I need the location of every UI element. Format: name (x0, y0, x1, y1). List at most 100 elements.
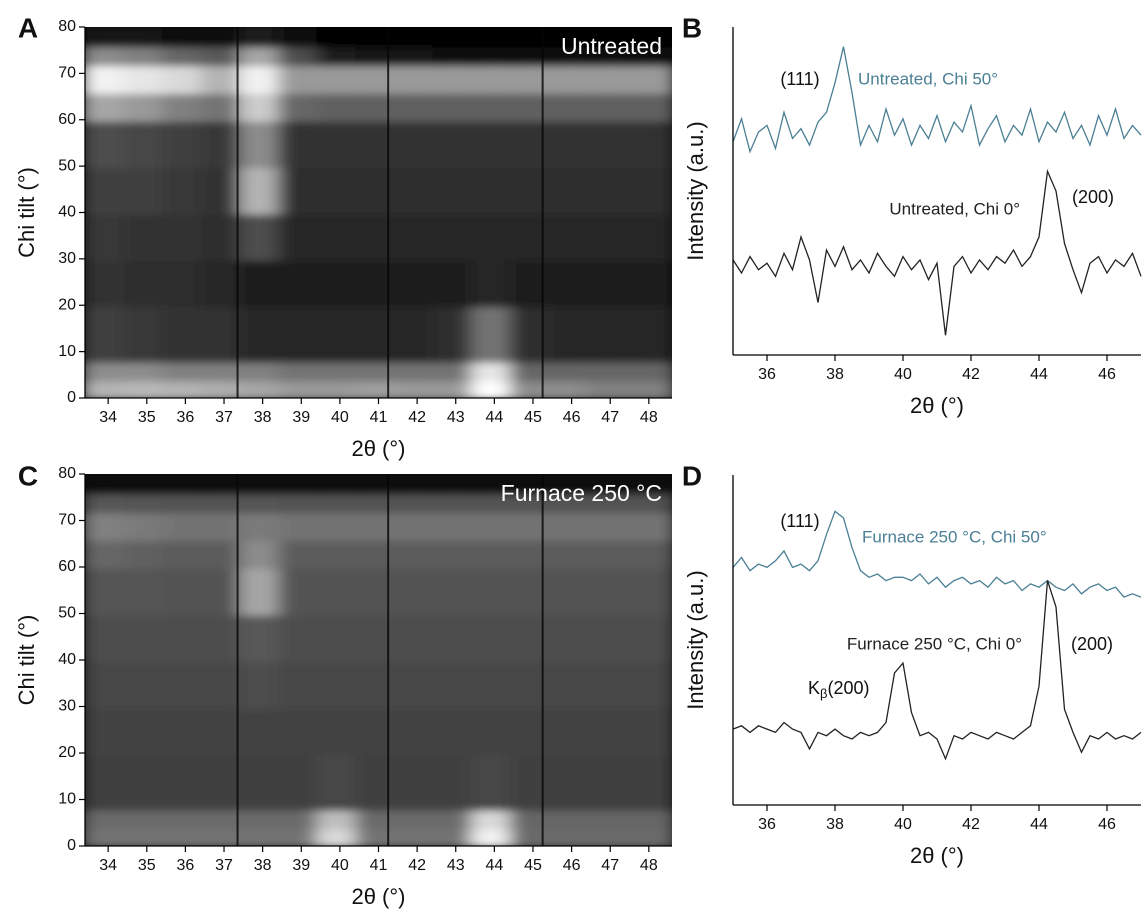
heatmap-cell (509, 490, 557, 514)
heatmap-cell (625, 751, 672, 811)
heatmap-cell (509, 806, 557, 830)
annotation-subscript: β (820, 686, 827, 701)
x-tick-label: 41 (370, 409, 388, 426)
heatmap-cell (200, 27, 248, 48)
heatmap-cell (123, 825, 171, 846)
heatmap-cell (277, 377, 325, 398)
heatmap-cell (200, 474, 248, 495)
x-tick-label: 36 (177, 409, 195, 426)
heatmap-cell (509, 43, 557, 67)
heatmap-cell (277, 474, 325, 495)
y-tick-label: 40 (58, 651, 76, 668)
x-tick-label: 37 (215, 409, 233, 426)
panel-title: Furnace 250 °C (501, 480, 662, 506)
x-tick-label: 43 (447, 409, 465, 426)
x-axis-label: 2θ (°) (351, 884, 405, 909)
heatmap-cell (277, 806, 325, 830)
heatmap-cell (316, 825, 364, 846)
x-tick-label: 44 (485, 409, 503, 426)
series-line (732, 168, 1142, 336)
heatmap-cell (625, 89, 672, 122)
heatmap-cell (548, 825, 595, 846)
series-label: Untreated, Chi 0° (889, 199, 1020, 218)
y-tick-label: 80 (58, 465, 76, 482)
x-tick-label: 40 (331, 857, 349, 874)
x-tick-label: 47 (601, 857, 619, 874)
heatmap-cell (239, 358, 286, 382)
annotation: (111) (780, 511, 819, 531)
heatmap-cell (355, 27, 402, 48)
y-axis-label: Intensity (a.u.) (683, 121, 708, 260)
heatmap-cell (239, 474, 286, 495)
x-tick-label: 40 (894, 366, 912, 383)
heatmap-cell (85, 474, 132, 495)
heatmap-cell (200, 806, 248, 830)
heatmap-cell (625, 377, 672, 398)
x-tick-label: 40 (331, 409, 349, 426)
x-tick-label: 36 (758, 366, 776, 383)
heatmap-cell (586, 43, 634, 67)
heatmap-cell (432, 358, 480, 382)
annotation: (200) (1072, 187, 1114, 207)
heatmap-cell (509, 377, 557, 398)
x-tick-label: 40 (894, 816, 912, 833)
heatmap-cell (316, 27, 364, 48)
heatmap-cell (123, 358, 171, 382)
heatmap-cell (625, 117, 672, 169)
y-tick-label: 20 (58, 744, 76, 761)
heatmap-cell (586, 27, 634, 48)
heatmap-cell (548, 377, 595, 398)
heatmap-cell (548, 490, 595, 514)
heatmap-cell (432, 43, 480, 67)
x-axis-label: 2θ (°) (910, 393, 964, 418)
heatmap-cell (625, 565, 672, 616)
heatmap-cell (239, 490, 286, 514)
heatmap-cell (162, 474, 209, 495)
x-tick-label: 35 (138, 409, 156, 426)
heatmap-cell (586, 806, 634, 830)
x-tick-label: 42 (408, 409, 426, 426)
y-tick-label: 0 (67, 389, 76, 406)
heatmap-cell (239, 43, 286, 67)
x-axis-label: 2θ (°) (351, 436, 405, 461)
heatmap-cell (393, 490, 441, 514)
heatmap-cell (355, 377, 402, 398)
x-tick-label: 42 (962, 816, 980, 833)
heatmap-cell (509, 27, 557, 48)
heatmap-cell (625, 43, 672, 67)
y-tick-label: 40 (58, 204, 76, 221)
heatmap-cell (85, 377, 132, 398)
x-tick-label: 38 (254, 409, 272, 426)
y-tick-label: 60 (58, 558, 76, 575)
annotation: (200) (1071, 634, 1113, 654)
heatmap-cell (432, 474, 480, 495)
heatmap-cell (548, 43, 595, 67)
heatmap-cell (625, 825, 672, 846)
heatmap-cell (316, 43, 364, 67)
heatmap-cell (471, 27, 518, 48)
series-label: Furnace 250 °C, Chi 50° (862, 527, 1047, 546)
x-tick-label: 35 (138, 857, 156, 874)
heatmap-cell (316, 474, 364, 495)
heatmap-cell (586, 490, 634, 514)
heatmap-cell (625, 27, 672, 48)
heatmap-cell (625, 358, 672, 382)
x-tick-label: 46 (1098, 366, 1116, 383)
heatmap (85, 474, 672, 846)
heatmap-cell (471, 474, 518, 495)
heatmap-cell (548, 27, 595, 48)
heatmap-cell (123, 27, 171, 48)
heatmap-cell (625, 806, 672, 830)
heatmap-cell (162, 825, 209, 846)
heatmap-cell (393, 825, 441, 846)
heatmap (85, 27, 672, 398)
heatmap-cell (471, 43, 518, 67)
heatmap-cell (432, 377, 480, 398)
x-tick-label: 36 (758, 816, 776, 833)
heatmap-cell (239, 825, 286, 846)
heatmap-cell (432, 825, 480, 846)
heatmap-cell (586, 474, 634, 495)
x-tick-label: 46 (563, 409, 581, 426)
